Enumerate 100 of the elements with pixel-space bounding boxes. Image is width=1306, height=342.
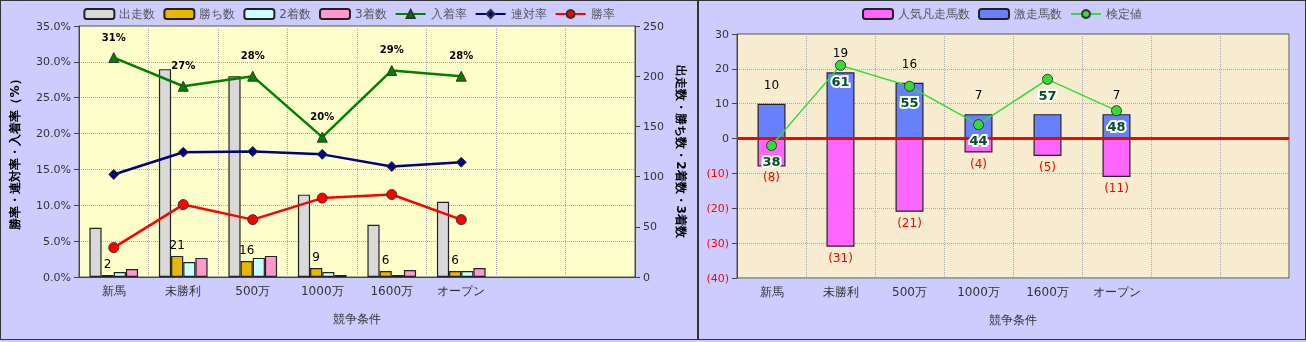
y2-tick-label: 200 <box>643 69 664 83</box>
legend-label: 3着数 <box>355 7 387 21</box>
data-label: 6 <box>381 252 390 267</box>
legend-label: 2着数 <box>279 7 312 21</box>
x-axis-title: 競争条件 <box>333 312 381 326</box>
point <box>835 59 846 71</box>
y-tick-label: 30.0% <box>36 55 71 69</box>
point <box>316 131 328 143</box>
legend-label: 連対率 <box>510 7 547 21</box>
y2-tick-label: 50 <box>643 220 657 234</box>
bar <box>895 138 924 212</box>
point <box>386 189 398 201</box>
bar <box>1102 138 1131 177</box>
y-tick-label: 15.0% <box>36 162 71 176</box>
y-tick-label: 5.0% <box>43 234 71 248</box>
bar <box>1033 114 1062 139</box>
data-label: 7 <box>974 88 983 103</box>
data-label: 28% <box>449 50 474 62</box>
point <box>247 146 259 157</box>
y-tick-label: 20 <box>715 62 729 76</box>
point <box>177 146 189 158</box>
y-tick-label: 30 <box>715 27 729 41</box>
point <box>247 70 259 82</box>
point <box>1042 73 1053 85</box>
data-label: 20% <box>310 111 335 123</box>
y-tick-label: (40) <box>706 271 729 285</box>
data-label: 29% <box>379 44 404 56</box>
data-label: 48 <box>1107 119 1126 135</box>
data-label: 7 <box>1112 88 1121 103</box>
y-tick-label: 20.0% <box>36 127 71 141</box>
point <box>455 156 467 168</box>
y2-tick-label: 100 <box>643 170 664 184</box>
x-tick-label: 500万 <box>892 285 927 299</box>
data-label: 19 <box>832 46 849 61</box>
point <box>1111 105 1122 117</box>
legend-label: 入着率 <box>430 7 467 21</box>
point <box>316 192 328 204</box>
x-tick-label: 新馬 <box>759 285 784 299</box>
x-tick-label: オープン <box>437 284 486 298</box>
data-label: 16 <box>901 56 918 71</box>
y-tick-label: (20) <box>706 201 729 215</box>
y-tick-label: 0 <box>722 132 729 146</box>
point <box>455 214 467 226</box>
data-label: 55 <box>900 94 919 110</box>
x-tick-label: 500万 <box>235 284 271 298</box>
y-tick-label: (10) <box>706 166 729 180</box>
x-tick-label: 未勝利 <box>822 285 859 299</box>
data-label: (21) <box>897 215 922 230</box>
point <box>386 64 398 76</box>
data-label: (31) <box>828 250 853 265</box>
bar <box>757 103 786 139</box>
data-label: 61 <box>831 73 850 89</box>
legend-label: 検定値 <box>1106 7 1142 21</box>
point <box>766 140 777 152</box>
point <box>177 80 189 92</box>
bar <box>826 138 855 247</box>
point <box>386 161 398 173</box>
data-label: (5) <box>1039 160 1056 174</box>
legend-label: 人気凡走馬数 <box>898 7 970 21</box>
point <box>108 168 120 180</box>
point <box>108 52 120 64</box>
point <box>108 242 120 254</box>
point <box>455 70 467 82</box>
data-label: (4) <box>970 156 987 171</box>
legend-label: 勝率 <box>590 7 615 21</box>
x-axis-title: 競争条件 <box>989 313 1037 327</box>
data-label: 57 <box>1038 87 1057 103</box>
data-label: 9 <box>312 249 320 264</box>
point <box>904 80 915 92</box>
y-tick-label: (30) <box>706 236 729 250</box>
data-label: 27% <box>171 60 196 72</box>
x-tick-label: 1600万 <box>370 284 414 298</box>
legend-label: 勝ち数 <box>199 7 236 21</box>
data-label: 10 <box>763 77 780 92</box>
point <box>316 148 328 160</box>
x-tick-label: 1600万 <box>1026 285 1069 299</box>
y-tick-label: 10 <box>715 97 729 111</box>
y2-axis-title: 出走数・勝ち数・2着数・3着数 <box>674 65 688 239</box>
y2-tick-label: 0 <box>643 270 650 284</box>
x-tick-label: オープン <box>1092 285 1141 299</box>
y-tick-label: 35.0% <box>36 19 71 33</box>
y-axis-title: 勝率・連対率・入着率（%） <box>8 73 22 231</box>
y-tick-label: 0.0% <box>43 270 71 284</box>
y2-tick-label: 150 <box>643 119 664 133</box>
y-tick-label: 10.0% <box>36 198 71 212</box>
data-label: 28% <box>240 50 265 62</box>
data-label: 16 <box>239 242 255 257</box>
data-label: 31% <box>101 31 126 43</box>
point <box>247 214 259 226</box>
data-label: 6 <box>451 252 459 267</box>
bar <box>1033 138 1062 156</box>
data-label: (11) <box>1104 180 1129 195</box>
point <box>177 199 189 211</box>
legend-label: 出走数 <box>119 7 156 21</box>
legend-label: 激走馬数 <box>1014 7 1062 21</box>
x-tick-label: 1000万 <box>957 285 1000 299</box>
y-tick-label: 25.0% <box>36 91 71 105</box>
y2-tick-label: 250 <box>643 19 664 33</box>
x-tick-label: 新馬 <box>101 284 126 298</box>
data-label: 2 <box>103 256 112 271</box>
